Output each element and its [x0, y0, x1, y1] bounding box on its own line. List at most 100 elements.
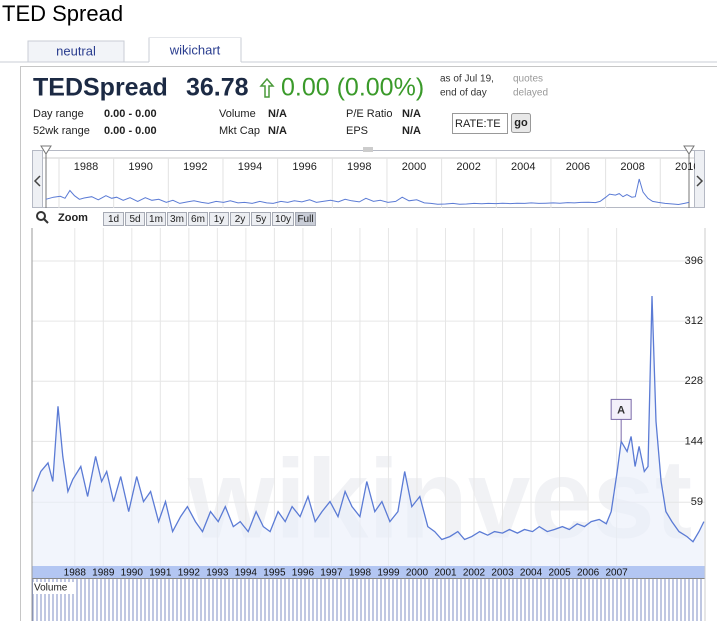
arrow-icon: [696, 175, 704, 187]
zoom-button-label[interactable]: 1d: [108, 214, 119, 225]
navigator-tick-label: 1990: [128, 161, 152, 173]
annotation-label[interactable]: A: [617, 404, 625, 416]
zoom-button[interactable]: [272, 212, 294, 226]
stat-label: P/E Ratio: [346, 108, 392, 120]
zoom-button-label[interactable]: Full: [297, 214, 313, 225]
zoom-button[interactable]: [103, 212, 124, 226]
as-of: end of day: [440, 88, 487, 99]
zoom-label: Zoom: [58, 212, 88, 224]
delay-note: delayed: [513, 88, 548, 99]
x-tick-label: 1998: [349, 568, 372, 579]
volume-pane: [32, 579, 705, 621]
zoom-button-label[interactable]: 5y: [256, 214, 267, 225]
navigator-tick-label: 1998: [347, 161, 371, 173]
x-tick-label: 1991: [149, 568, 172, 579]
x-tick-label: 1996: [292, 568, 315, 579]
x-tick-label: 2000: [406, 568, 429, 579]
x-tick-label: 1994: [235, 568, 258, 579]
zoom-button-label[interactable]: 1m: [149, 214, 163, 225]
widget-frame: [20, 66, 717, 621]
plot: 59 144 228 312 396 A: [32, 228, 705, 566]
stat-label: Mkt Cap: [219, 125, 260, 137]
x-tick-label: 2007: [605, 568, 628, 579]
navigator-tick-label: 1994: [238, 161, 262, 173]
page-title: TED Spread: [2, 1, 123, 26]
as-of: as of Jul 19,: [440, 74, 494, 85]
zoom-icon: [43, 218, 49, 224]
zoom-button-label[interactable]: 6m: [191, 214, 205, 225]
x-tick-label: 2001: [434, 568, 457, 579]
x-tick-label: 1995: [263, 568, 286, 579]
stat-value: 0.00 - 0.00: [104, 108, 157, 120]
navigator-tick-label: 2002: [456, 161, 480, 173]
stat-value: N/A: [268, 125, 287, 137]
x-tick-label: 1988: [64, 568, 87, 579]
zoom-button-label[interactable]: 2y: [235, 214, 246, 225]
x-tick-label: 1990: [121, 568, 144, 579]
x-tick-label: 2003: [491, 568, 514, 579]
line: [32, 295, 705, 543]
price: 36.78: [186, 74, 249, 102]
navigator-handle[interactable]: [40, 145, 52, 155]
navigator-tick-label: 1988: [74, 161, 98, 173]
y-tick-label: 59: [691, 496, 703, 508]
zoom-button[interactable]: [188, 212, 208, 226]
go-button[interactable]: [511, 113, 531, 133]
x-tick-label: 1997: [320, 568, 343, 579]
stat-value: N/A: [402, 108, 421, 120]
stat-label: 52wk range: [33, 125, 90, 137]
change-arrow: [259, 77, 275, 98]
go-button-label[interactable]: go: [514, 117, 528, 129]
zoom-button[interactable]: [251, 212, 271, 226]
x-tick-label: 2006: [577, 568, 600, 579]
stat-label: EPS: [346, 125, 368, 137]
zoom-button-label[interactable]: 10y: [275, 214, 291, 225]
x-tick-label: 2005: [548, 568, 571, 579]
symbol-input[interactable]: [452, 113, 508, 134]
stat-value: N/A: [402, 125, 421, 137]
volume-label: Volume: [34, 583, 68, 594]
navigator-tick-label: 2004: [511, 161, 535, 173]
stat-label: Volume: [219, 108, 256, 120]
navigator-tick-label: 1996: [292, 161, 316, 173]
zoom-button-label[interactable]: 3m: [170, 214, 184, 225]
navigator-plot: 1988 1990 1992 1994 1996 1998 2000 2002 2004 2006…: [45, 158, 699, 208]
x-tick-label: 2004: [520, 568, 543, 579]
tab-neutral[interactable]: [27, 40, 125, 62]
zoom-button-label[interactable]: 1y: [214, 214, 225, 225]
navigator-tick-label: 2000: [402, 161, 426, 173]
zoom-button[interactable]: [209, 212, 229, 226]
delay-note: quotes: [513, 74, 543, 85]
zoom-buttons: 1d 5d 1m 3m 6m 1y 2y 5y 10y Full: [103, 212, 316, 226]
x-axis-strip: [32, 566, 705, 578]
stat-value: N/A: [268, 108, 287, 120]
navigator-grip[interactable]: [363, 147, 373, 152]
zoom-button[interactable]: [167, 212, 187, 226]
x-tick-label: 1999: [377, 568, 400, 579]
y-tick-label: 312: [685, 315, 703, 327]
navigator-handle[interactable]: [683, 145, 695, 155]
navigator-tick-label: 2008: [620, 161, 644, 173]
area: [32, 296, 704, 566]
x-tick-label: 2002: [463, 568, 486, 579]
y-tick-label: 396: [685, 255, 703, 267]
navigator-tick-label: 2010: [675, 161, 699, 173]
symbol: TEDSpread: [33, 74, 168, 102]
zoom-button-label[interactable]: 5d: [129, 214, 140, 225]
symbol-input-text[interactable]: RATE:TE: [455, 118, 501, 130]
tab-wikichart[interactable]: [149, 38, 241, 64]
tab-label[interactable]: wikichart: [169, 42, 221, 57]
zoom-button[interactable]: [146, 212, 166, 226]
zoom-button[interactable]: [125, 212, 145, 226]
navigator-tick-label: 2006: [566, 161, 590, 173]
zoom-button[interactable]: [230, 212, 250, 226]
tab-label[interactable]: neutral: [56, 43, 96, 58]
annotation-box[interactable]: [610, 398, 632, 420]
zoom-icon: [36, 211, 46, 221]
x-tick-label: 1992: [178, 568, 201, 579]
navigator-line: [45, 178, 690, 206]
navigator-tick-label: 1992: [183, 161, 207, 173]
zoom-button[interactable]: [295, 212, 316, 226]
